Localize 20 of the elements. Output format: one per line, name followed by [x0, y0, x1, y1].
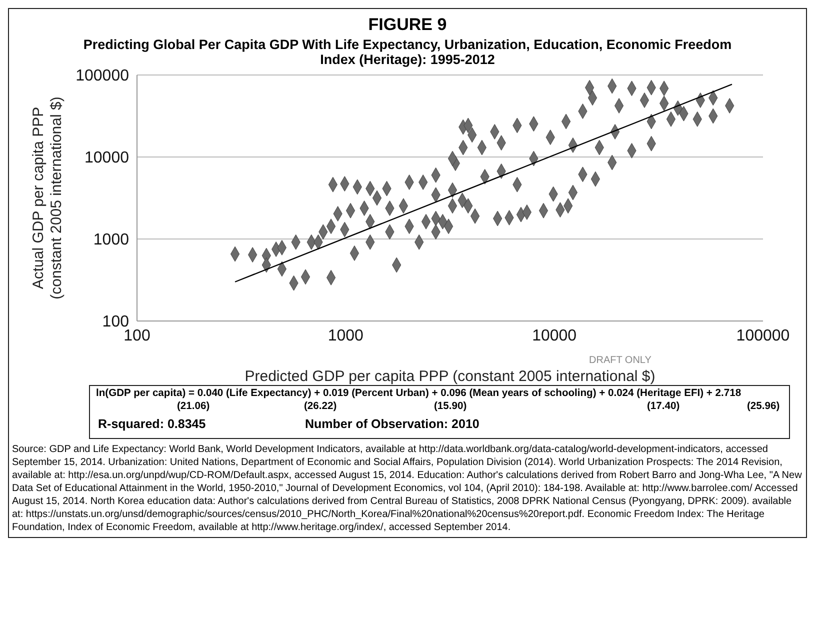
- y-tick-label: 10000: [84, 150, 130, 167]
- text: (21.06): [177, 401, 210, 412]
- text: (26.22): [304, 401, 337, 412]
- source-note: Source: GDP and Life Expectancy: World Bank, World Development Indicators, available at http://data.worldbank.org/data-catalog/world-development-indicators, accessed September 15, 2014. Urbanization: United Nations, Department of Economic and Social Affairs, Population Division (2014). World Urbanization Prospects: The 2014 Revision, available at: http://esa.un.org/unpd/wup/CD-ROM/Default.aspx, accessed August 15, 2014. Education: Author's calculations derived from Robert Barro and Jong-Wha Lee, "A New Data Set of Educational Attainment in the World, 1950-2010," Journal of Development Economics, vol 104, (April 2010): 184-198. Available at: http://www.barrolee.com/ Accessed August 15, 2014. North Korea education data: Author's calculations derived from Central Bureau of Statistics, 2008 DPRK National Census (Pyongyang, DPRK: 2009). available at: https://unstats.un.org/unsd/demographic/sources/census/2010_PHC/North_Korea/Final%20national%20census%20report.pdf. Economic Freedom Index: The Heritage Foundation, Index of Economic Freedom, available at http://www.heritage.org/index/, accessed September 2014.: [11, 443, 803, 535]
- text: (25.96): [747, 401, 780, 412]
- chart-subtitle: Predicting Global Per Capita GDP With Life Expectancy, Urbanization, Education, Economic Freedom Index (Heritage): 1995-2012: [82, 37, 733, 67]
- x-axis-title: Predicted GDP per capita PPP (constant 2005 international $): [244, 368, 656, 385]
- x-tick-label: 10000: [532, 327, 577, 344]
- text: DRAFT ONLY: [589, 355, 652, 366]
- y-axis-title: Actual GDP per capita PPP (constant 2005 international $): [30, 96, 65, 300]
- text: (15.90): [434, 401, 467, 412]
- x-tick-label: 1000: [328, 327, 364, 344]
- text: (17.40): [647, 401, 680, 412]
- text: ln(GDP per capita) = 0.040 (Life Expectancy) + 0.019 (Percent Urban) + 0.096 (Mean years of schooling) + 0.024 (Heritage EFI) + 2.718: [96, 388, 742, 399]
- y-tick-label: 100000: [76, 68, 130, 85]
- text: Number of Observation: 2010: [305, 417, 480, 431]
- text: R-squared: 0.8345: [98, 417, 206, 431]
- x-tick-label: 100000: [736, 327, 790, 344]
- chart-title: FIGURE 9: [367, 15, 448, 35]
- y-tick-label: 1000: [93, 232, 130, 249]
